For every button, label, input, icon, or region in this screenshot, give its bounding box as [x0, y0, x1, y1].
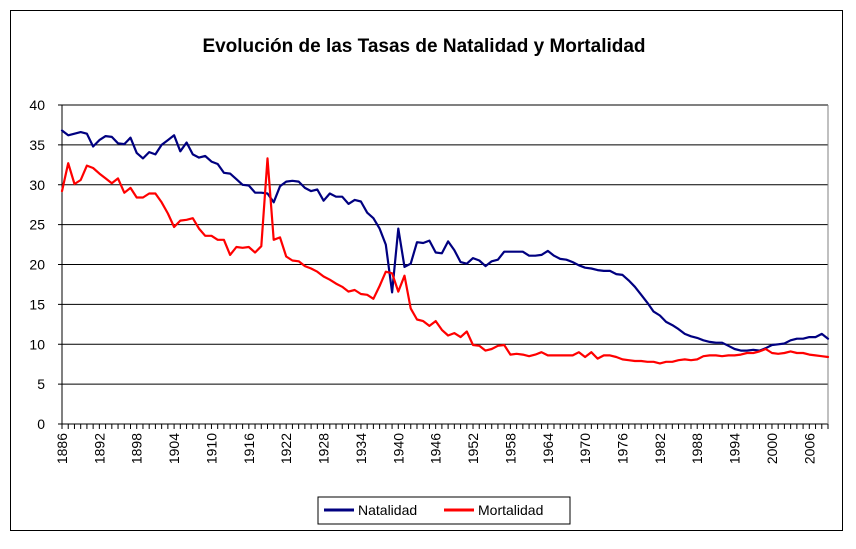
x-tick-label: 1958 — [502, 433, 518, 464]
legend-label-natalidad: Natalidad — [358, 502, 417, 518]
y-tick-label: 10 — [29, 336, 45, 352]
y-tick-label: 30 — [29, 177, 45, 193]
x-tick-label: 1916 — [241, 433, 257, 464]
y-tick-label: 25 — [29, 217, 45, 233]
x-tick-label: 2000 — [764, 433, 780, 464]
x-tick-label: 1898 — [129, 433, 145, 464]
x-tick-label: 1928 — [316, 433, 332, 464]
series-lines — [60, 129, 830, 365]
series-line-mortalidad — [60, 157, 830, 365]
x-tick-label: 1988 — [689, 433, 705, 464]
x-tick-label: 1976 — [614, 433, 630, 464]
x-tick-label: 1994 — [727, 433, 743, 464]
x-tick-label: 1910 — [203, 433, 219, 464]
x-axis-ticks: 1886 1892 1898 1904 1910 1916 1922 1928 1934 1940… — [54, 424, 829, 464]
x-tick-label: 1904 — [166, 433, 182, 464]
x-tick-label: 1922 — [278, 433, 294, 464]
x-tick-label: 1964 — [540, 433, 556, 464]
gridlines — [62, 104, 828, 385]
chart-title: Evolución de las Tasas de Natalidad y Mo… — [202, 36, 645, 57]
x-tick-label: 1940 — [390, 433, 406, 464]
y-tick-label: 40 — [29, 97, 45, 113]
x-tick-label: 1892 — [91, 433, 107, 464]
y-tick-label: 35 — [29, 137, 45, 153]
series-line-natalidad — [60, 129, 830, 352]
legend: Natalidad Mortalidad — [317, 496, 571, 525]
x-tick-label: 1934 — [353, 433, 369, 464]
y-tick-label: 20 — [29, 257, 45, 273]
y-axis-ticks: 0 5 10 15 20 25 30 35 40 — [29, 97, 62, 432]
legend-label-mortalidad: Mortalidad — [478, 502, 543, 518]
x-tick-label: 1970 — [577, 433, 593, 464]
x-tick-label: 1886 — [54, 433, 70, 464]
x-tick-label: 2006 — [801, 433, 817, 464]
y-tick-label: 5 — [37, 376, 45, 392]
x-tick-label: 1946 — [428, 433, 444, 464]
x-tick-label: 1982 — [652, 433, 668, 464]
x-tick-label: 1952 — [465, 433, 481, 464]
y-tick-label: 15 — [29, 296, 45, 312]
y-tick-label: 0 — [37, 416, 45, 432]
